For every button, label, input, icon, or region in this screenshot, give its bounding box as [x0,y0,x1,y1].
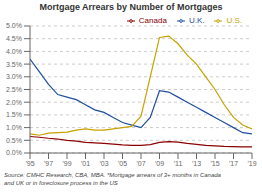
svg-text:'03: '03 [99,160,108,167]
svg-text:'97: '97 [44,160,53,167]
svg-text:1.0%: 1.0% [8,124,22,131]
svg-text:'15: '15 [210,160,219,167]
svg-text:2.5%: 2.5% [8,86,22,93]
svg-text:'05: '05 [118,160,127,167]
svg-text:'13: '13 [192,160,201,167]
svg-text:3.5%: 3.5% [8,61,22,68]
svg-text:1.5%: 1.5% [8,111,22,118]
svg-text:'19: '19 [247,160,254,167]
svg-text:0.0%: 0.0% [8,149,22,156]
svg-text:'99: '99 [62,160,71,167]
svg-text:'01: '01 [81,160,90,167]
svg-text:0.5%: 0.5% [8,137,22,144]
html-text:Mortgage Arrears by Number of: Mortgage Arrears by Number of Mortgages [39,2,223,12]
svg-text:2.0%: 2.0% [8,99,22,106]
svg-text:'07: '07 [136,160,145,167]
html-text:Canada: Canada [138,16,167,25]
svg-text:'17: '17 [229,160,238,167]
svg-text:4.5%: 4.5% [8,35,22,42]
html-text:Source: CMHC Research, CBA, MB: Source: CMHC Research, CBA, MBA. *Mortga… [4,172,221,186]
html-text:U.K.: U.K. [188,16,205,25]
svg-text:'09: '09 [155,160,164,167]
svg-text:3.0%: 3.0% [8,73,22,80]
svg-text:'11: '11 [174,160,183,167]
svg-text:'95: '95 [25,160,34,167]
html-text:U.S.: U.S. [226,16,242,25]
svg-text:4.0%: 4.0% [8,48,22,55]
svg-text:5.0%: 5.0% [8,22,22,29]
